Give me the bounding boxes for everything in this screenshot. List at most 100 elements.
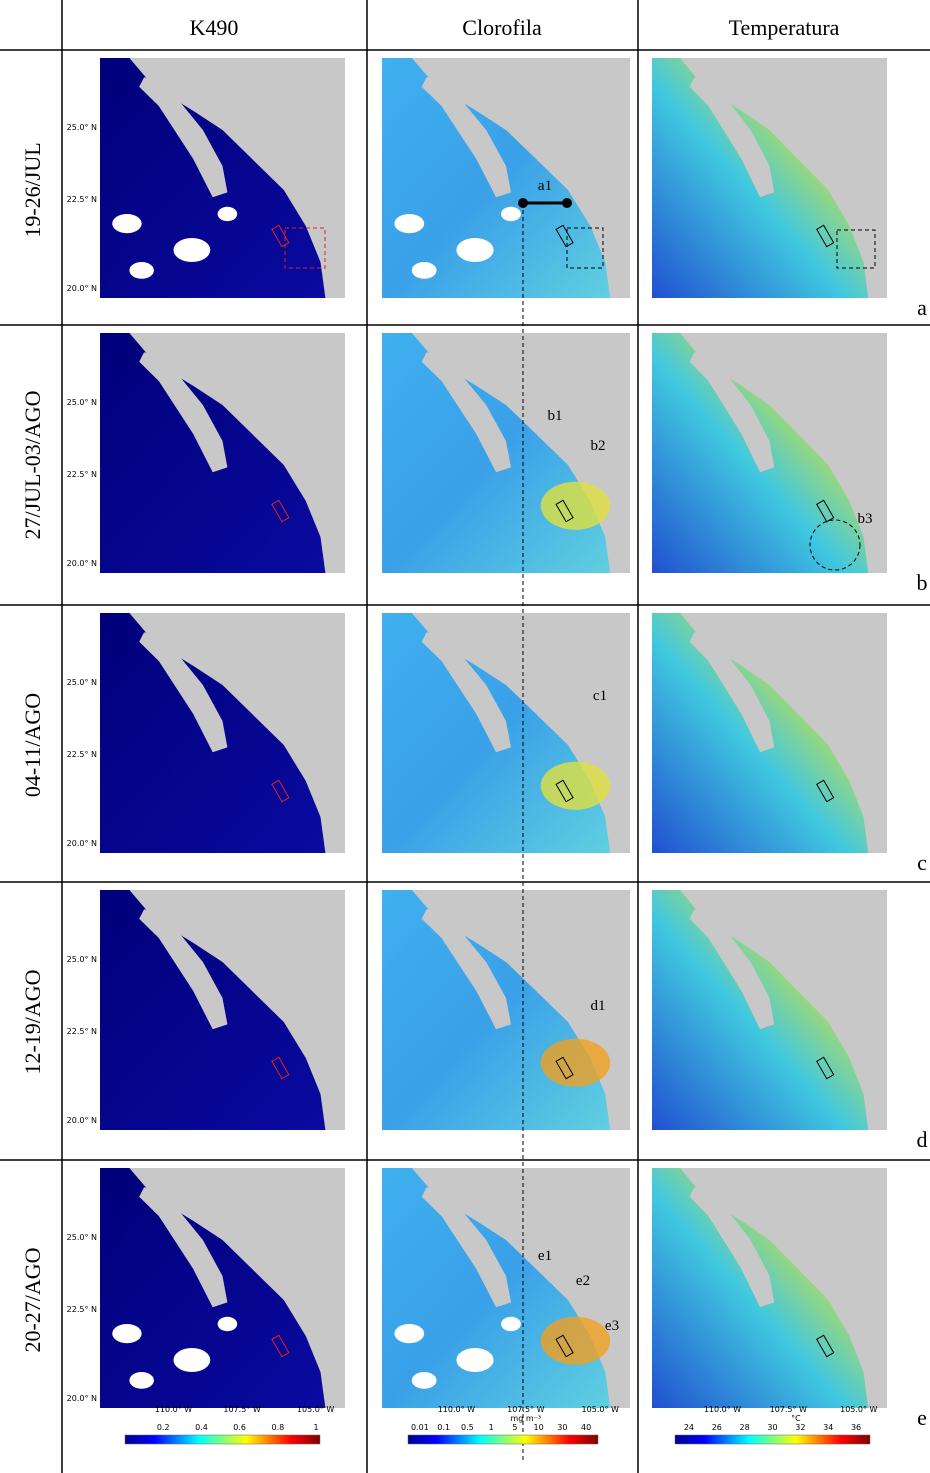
peninsula (421, 352, 511, 473)
panel-letter: d (917, 1127, 928, 1152)
study-box (271, 499, 290, 523)
colorbar-tick: 5 (512, 1423, 517, 1432)
lat-label: 25.0° N (67, 398, 97, 407)
dashed-box (566, 227, 604, 269)
peninsula (139, 909, 228, 1030)
panel-letter: b (917, 570, 928, 595)
lat-label: 20.0° N (67, 284, 97, 293)
colorbar-tick: 1 (489, 1423, 494, 1432)
maps (100, 58, 887, 1408)
lat-label: 20.0° N (67, 839, 97, 848)
colorbar-tick: 0.1 (437, 1423, 450, 1432)
colorbar-tick: 34 (823, 1423, 833, 1432)
colorbar (674, 1434, 871, 1445)
lat-label: 22.5° N (67, 470, 97, 479)
dashed-box (284, 227, 326, 269)
cloud-gap (501, 206, 521, 222)
colorbar-tick: 28 (740, 1423, 750, 1432)
overlays: 19-26/JUL a 25.0° N 22.5° N 20.0° N 27/JUL-03… (20, 123, 928, 1460)
peninsula (689, 632, 775, 753)
study-box (816, 499, 835, 523)
peninsula (689, 1187, 775, 1308)
peninsula (689, 352, 775, 473)
lon-label: 105.0° W (840, 1405, 877, 1414)
colorbar-tick: 10 (534, 1423, 544, 1432)
annotation: b2 (591, 438, 606, 454)
b3-circle (809, 519, 861, 571)
study-box (555, 224, 574, 248)
colorbar-tick: 40 (581, 1423, 591, 1432)
cloud-gap (112, 1324, 142, 1344)
colorbar-tick: 24 (684, 1423, 694, 1432)
peninsula (421, 632, 511, 753)
study-box (555, 1056, 574, 1080)
annotation: e3 (605, 1318, 619, 1334)
transect-end (562, 198, 572, 208)
lon-label: 107.5° W (770, 1405, 807, 1414)
lon-label: 105.0° W (297, 1405, 334, 1414)
study-box (816, 224, 835, 248)
lat-label: 20.0° N (67, 1116, 97, 1125)
panel-letter: e (917, 1405, 927, 1430)
dashed-box (836, 229, 876, 269)
peninsula (139, 352, 228, 473)
annotation: d1 (591, 998, 606, 1014)
colorbar-tick: 0.2 (157, 1423, 170, 1432)
column-header: Temperatura (729, 15, 840, 40)
cloud-gap (456, 1348, 494, 1372)
study-box (816, 1056, 835, 1080)
lat-label: 25.0° N (67, 1233, 97, 1242)
row-label: 19-26/JUL (20, 142, 45, 237)
cloud-gap (411, 262, 437, 279)
lat-label: 20.0° N (67, 559, 97, 568)
colorbar-tick: 0.4 (195, 1423, 208, 1432)
lon-label: 110.0° W (704, 1405, 741, 1414)
cloud-gap (456, 238, 494, 262)
lat-label: 22.5° N (67, 1027, 97, 1036)
annotation: e1 (538, 1248, 552, 1264)
annotation: c1 (593, 688, 607, 704)
lat-label: 22.5° N (67, 195, 97, 204)
annotation: a1 (538, 178, 552, 194)
lat-label: 25.0° N (67, 678, 97, 687)
study-box (555, 1334, 574, 1358)
panel-letter: c (917, 850, 927, 875)
lat-label: 25.0° N (67, 955, 97, 964)
bloom (540, 481, 611, 530)
peninsula (421, 1187, 511, 1308)
row-label: 20-27/AGO (20, 1247, 45, 1352)
lat-label: 20.0° N (67, 1394, 97, 1403)
annotation: b3 (858, 511, 873, 527)
peninsula (139, 632, 228, 753)
cloud-gap (173, 1348, 211, 1372)
lon-label: 110.0° W (155, 1405, 192, 1414)
peninsula (689, 909, 775, 1030)
bloom (540, 1316, 611, 1365)
cloud-gap (394, 1324, 425, 1344)
study-box (271, 1334, 290, 1358)
peninsula (139, 1187, 228, 1308)
cloud-gap (501, 1316, 521, 1332)
colorbar-tick: 0.01 (411, 1423, 429, 1432)
colorbar (407, 1434, 599, 1445)
row-label: 04-11/AGO (20, 693, 45, 797)
panel-letter: a (917, 295, 927, 320)
colorbar-tick: 26 (712, 1423, 722, 1432)
lon-label: 107.5° W (507, 1405, 544, 1414)
study-box (271, 1056, 290, 1080)
cloud-gap (112, 214, 142, 234)
row-label: 27/JUL-03/AGO (20, 390, 45, 539)
lat-label: 22.5° N (67, 1305, 97, 1314)
peninsula (689, 77, 775, 198)
cloud-gap (173, 238, 211, 262)
colorbar-tick: 0.6 (233, 1423, 246, 1432)
column-header: K490 (190, 15, 239, 40)
lon-label: 110.0° W (438, 1405, 475, 1414)
study-box (555, 779, 574, 803)
colorbar-tick: 32 (795, 1423, 805, 1432)
colorbar-tick: 1 (314, 1423, 319, 1432)
cloud-gap (411, 1372, 437, 1389)
study-box (555, 499, 574, 523)
